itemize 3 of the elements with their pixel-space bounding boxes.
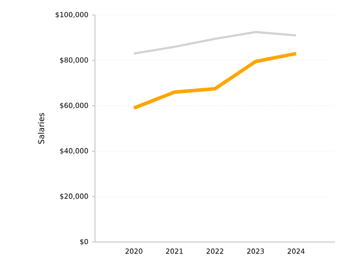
- line-series: [132, 30, 298, 55]
- y-axis-title: Salaries: [38, 113, 44, 144]
- line-series: [132, 52, 298, 110]
